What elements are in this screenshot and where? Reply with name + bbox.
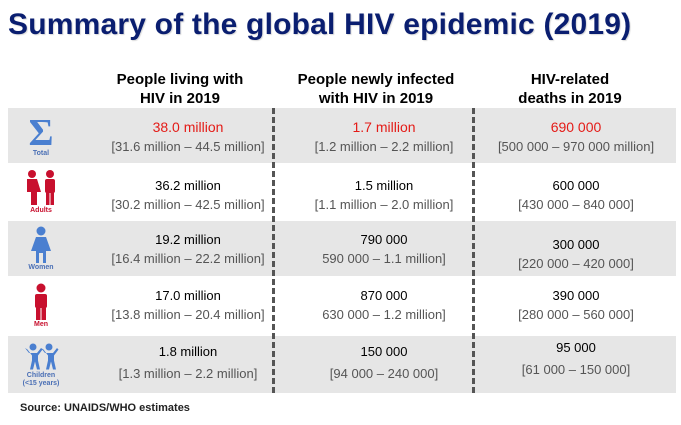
cell-living: 19.2 million [16.4 million – 22.2 millio…: [100, 230, 276, 268]
cell-living: 36.2 million [30.2 million – 42.5 millio…: [100, 176, 276, 214]
cell-range: [220 000 – 420 000]: [518, 256, 634, 271]
column-header-deaths: HIV-related deaths in 2019: [490, 70, 650, 108]
row-icon-cell: Σ Total: [16, 108, 66, 163]
cell-range: [280 000 – 560 000]: [518, 307, 634, 322]
cell-deaths: 300 000 [220 000 – 420 000]: [482, 235, 670, 273]
cell-value: 150 000: [360, 344, 408, 359]
cell-value: 300 000: [552, 237, 600, 252]
table-row-women: Women 19.2 million [16.4 million – 22.2 …: [8, 221, 676, 276]
cell-living: 1.8 million [1.3 million – 2.2 million]: [100, 342, 276, 383]
cell-range: [30.2 million – 42.5 million]: [111, 197, 265, 212]
cell-new: 150 000 [94 000 – 240 000]: [288, 342, 480, 383]
row-label: Total: [32, 149, 50, 157]
cell-value: 600 000: [552, 178, 600, 193]
children-icon: [25, 343, 59, 369]
cell-value: 1.5 million: [354, 178, 414, 193]
cell-value: 36.2 million: [155, 178, 221, 193]
cell-new: 870 000 630 000 – 1.2 million]: [288, 286, 480, 324]
cell-new: 1.7 million [1.2 million – 2.2 million]: [288, 118, 480, 156]
table-row-total: Σ Total 38.0 million [31.6 million – 44.…: [8, 108, 676, 163]
cell-value: 95 000: [556, 340, 596, 355]
cell-value: 1.8 million: [158, 344, 218, 359]
cell-new: 790 000 590 000 – 1.1 million]: [288, 230, 480, 268]
column-header-line: deaths in 2019: [518, 90, 622, 107]
cell-value: 690 000: [550, 119, 602, 135]
row-label: Women: [28, 263, 54, 271]
row-label: Men: [34, 321, 48, 328]
man-icon: [35, 283, 47, 320]
cell-value: 17.0 million: [155, 288, 221, 303]
cell-range: [430 000 – 840 000]: [518, 197, 634, 212]
cell-value: 790 000: [360, 232, 408, 247]
source-note: Source: UNAIDS/WHO estimates: [20, 402, 190, 414]
cell-range: 630 000 – 1.2 million]: [322, 307, 446, 322]
cell-value: 19.2 million: [155, 232, 221, 247]
column-header-line: People living with: [116, 71, 244, 88]
woman-icon: [31, 226, 51, 263]
sigma-icon: Σ: [29, 114, 54, 150]
column-header-line: HIV in 2019: [139, 90, 221, 107]
cell-range: [500 000 – 970 000 million]: [497, 139, 655, 154]
cell-range: [1.1 million – 2.0 million]: [314, 197, 454, 212]
cell-range: [1.3 million – 2.2 million]: [118, 366, 258, 381]
table-row-men: Men 17.0 million [13.8 million – 20.4 mi…: [8, 279, 676, 333]
column-header-new: People newly infected with HIV in 2019: [287, 70, 465, 108]
column-header-line: HIV-related: [530, 71, 610, 88]
row-label: Adults: [30, 207, 52, 214]
cell-deaths: 390 000 [280 000 – 560 000]: [482, 286, 670, 324]
row-label: Children: [26, 371, 56, 379]
cell-range: [94 000 – 240 000]: [329, 366, 439, 381]
row-sublabel: (<15 years): [22, 379, 60, 387]
cell-living: 17.0 million [13.8 million – 20.4 millio…: [100, 286, 276, 324]
cell-value: 390 000: [552, 288, 600, 303]
cell-range: 590 000 – 1.1 million]: [322, 251, 446, 266]
column-divider: [272, 108, 275, 393]
column-header-line: People newly infected: [297, 71, 455, 88]
column-header-line: with HIV in 2019: [318, 90, 434, 107]
cell-deaths: 690 000 [500 000 – 970 000 million]: [482, 118, 670, 156]
cell-range: [1.2 million – 2.2 million]: [314, 139, 454, 154]
column-divider: [472, 108, 475, 393]
row-icon-cell: Adults: [16, 166, 66, 218]
cell-value: 38.0 million: [152, 119, 224, 135]
cell-range: [13.8 million – 20.4 million]: [111, 307, 265, 322]
cell-value: 870 000: [360, 288, 408, 303]
column-header-living: People living with HIV in 2019: [100, 70, 260, 108]
cell-range: [16.4 million – 22.2 million]: [111, 251, 265, 266]
row-icon-cell: Children (<15 years): [16, 336, 66, 393]
cell-deaths: 600 000 [430 000 – 840 000]: [482, 176, 670, 214]
table-row-adults: Adults 36.2 million [30.2 million – 42.5…: [8, 166, 676, 218]
svg-text:Σ: Σ: [29, 114, 54, 150]
cell-living: 38.0 million [31.6 million – 44.5 millio…: [100, 118, 276, 156]
cell-new: 1.5 million [1.1 million – 2.0 million]: [288, 176, 480, 214]
cell-range: [31.6 million – 44.5 million]: [111, 139, 265, 154]
cell-value: 1.7 million: [352, 119, 416, 135]
row-icon-cell: Men: [16, 279, 66, 333]
row-icon-cell: Women: [16, 221, 66, 276]
table-row-children: Children (<15 years) 1.8 million [1.3 mi…: [8, 336, 676, 393]
cell-deaths: 95 000 [61 000 – 150 000]: [482, 338, 670, 379]
page-title: Summary of the global HIV epidemic (2019…: [8, 8, 632, 41]
adults-icon: [27, 170, 55, 205]
cell-range: [61 000 – 150 000]: [521, 362, 631, 377]
